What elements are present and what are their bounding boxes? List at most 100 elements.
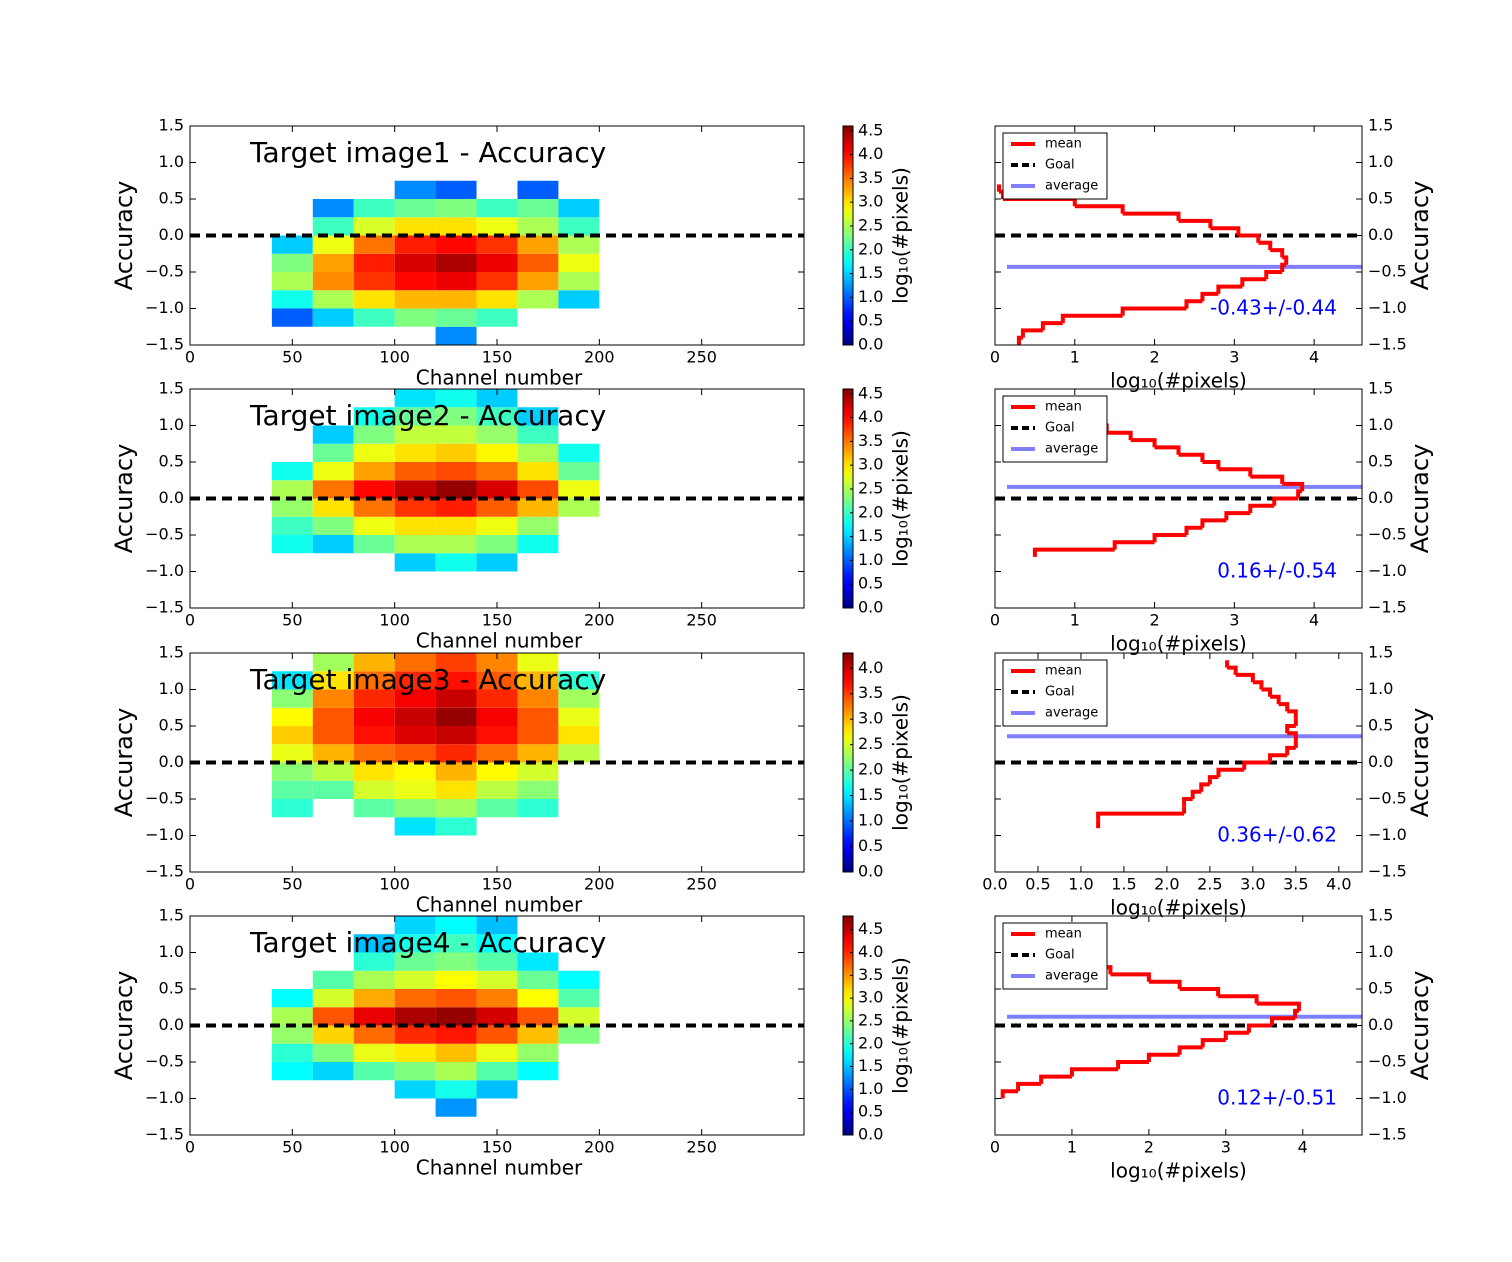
y-tick-label: −1.0 (1368, 298, 1407, 317)
heatmap-cell (271, 726, 313, 745)
heatmap-cell (435, 180, 477, 199)
annotation: 0.36+/-0.62 (1217, 823, 1337, 847)
heatmap-cell (517, 199, 559, 218)
x-tick-label: 3 (1229, 611, 1239, 630)
y-axis-label: Accuracy (1406, 971, 1434, 1081)
mean-step (1199, 782, 1210, 792)
heatmap-cell (271, 516, 313, 535)
y-tick-label: −1.5 (1368, 862, 1407, 881)
heatmap-cell (312, 780, 354, 799)
heatmap-cell (558, 199, 600, 218)
mean-step (1200, 1038, 1226, 1048)
heatmap-cell (476, 425, 518, 444)
heatmap-cell (476, 253, 518, 272)
colorbar-tick-label: 2.5 (858, 215, 883, 234)
colorbar-tick-label: 3.5 (858, 683, 883, 702)
heatmap-cell (312, 671, 354, 690)
x-tick-label: 0 (185, 611, 195, 630)
mean-step (1130, 438, 1157, 448)
heatmap-cell (312, 1007, 354, 1026)
heatmap-cell (394, 1025, 436, 1044)
colorbar-tick-label: 2.0 (858, 239, 883, 258)
mean-step (1016, 1081, 1042, 1092)
heatmap-cell (312, 762, 354, 781)
x-tick-label: 1 (1067, 1138, 1077, 1157)
mean-step (1110, 972, 1151, 982)
heatmap-cell (476, 726, 518, 745)
heatmap-cell (312, 443, 354, 462)
x-tick-label: 3 (1229, 348, 1239, 367)
heatmap-cell (476, 535, 518, 554)
mean-step (1069, 1067, 1119, 1077)
heatmap-cell (476, 989, 518, 1008)
heatmap-cell (435, 1080, 477, 1099)
mean-step (1184, 299, 1203, 309)
x-tick-label: 3.0 (1240, 875, 1265, 894)
y-tick-label: 1.5 (1368, 116, 1393, 135)
y-tick-label: 1.5 (159, 906, 184, 925)
heatmap-cell (517, 952, 559, 971)
heatmap-cell (435, 1025, 477, 1044)
heatmap-cell (476, 272, 518, 291)
heatmap-cell (312, 726, 354, 745)
mean-step (1285, 724, 1296, 734)
heatmap-cell (271, 480, 313, 499)
heatmap-cell (353, 799, 395, 818)
heatmap-cell (271, 253, 313, 272)
heatmap-cell (353, 217, 395, 236)
mean-step (1218, 467, 1253, 477)
heatmap-cell (558, 1025, 600, 1044)
heatmap-cell (312, 653, 354, 672)
colorbar-tick-label: 4.5 (858, 383, 883, 402)
x-tick-label: 100 (379, 1138, 410, 1157)
colorbar-tick-label: 0.5 (858, 1102, 883, 1121)
colorbar-tick-label: 4.5 (858, 120, 883, 139)
heatmap-cell (476, 744, 518, 763)
y-axis-label: Accuracy (1406, 444, 1434, 554)
heatmap-cell (353, 780, 395, 799)
heatmap-cell (353, 272, 395, 291)
heatmap-cell (476, 1025, 518, 1044)
y-tick-label: 0.0 (1368, 1015, 1393, 1034)
mean-step (1216, 284, 1243, 294)
mean-step (1020, 328, 1043, 338)
mean-step (1202, 460, 1221, 470)
y-tick-label: 1.0 (159, 415, 184, 434)
heatmap-cell (517, 443, 559, 462)
mean-step (1250, 474, 1285, 484)
x-tick-label: 1 (1070, 348, 1080, 367)
y-tick-label: −1.5 (1368, 1125, 1407, 1144)
x-tick-label: 150 (482, 1138, 513, 1157)
mean-step (1264, 270, 1283, 280)
heatmap-cell (517, 425, 559, 444)
heatmap-cell (558, 671, 600, 690)
legend-label: average (1045, 442, 1098, 457)
x-axis-label: log₁₀(#pixels) (1110, 1159, 1247, 1183)
mean-step (1270, 694, 1281, 705)
heatmap-cell (558, 744, 600, 763)
heatmap-cell (353, 308, 395, 327)
heatmap-cell (476, 235, 518, 254)
heatmap-cell (517, 707, 559, 726)
heatmap-cell (353, 535, 395, 554)
colorbar-tick-label: 1.0 (858, 287, 883, 306)
mean-step (1278, 702, 1290, 712)
mean-step (1256, 1001, 1301, 1011)
y-tick-label: 1.0 (1368, 152, 1393, 171)
heatmap-cell (394, 480, 436, 499)
y-tick-label: −0.5 (145, 525, 184, 544)
heatmap-cell (312, 308, 354, 327)
heatmap-cell (394, 308, 436, 327)
y-tick-label: −1.0 (145, 1088, 184, 1107)
x-tick-label: 2.0 (1154, 875, 1179, 894)
heatmap-cell (271, 744, 313, 763)
heatmap-cell (312, 235, 354, 254)
legend-label: mean (1045, 400, 1082, 415)
heatmap-cell (271, 671, 313, 690)
heatmap-cell (394, 389, 436, 408)
y-tick-label: −0.5 (1368, 789, 1407, 808)
colorbar-tick-label: 0.0 (858, 598, 883, 617)
heatmap-cell (517, 480, 559, 499)
heatmap-cell (271, 308, 313, 327)
heatmap-cell (312, 1025, 354, 1044)
